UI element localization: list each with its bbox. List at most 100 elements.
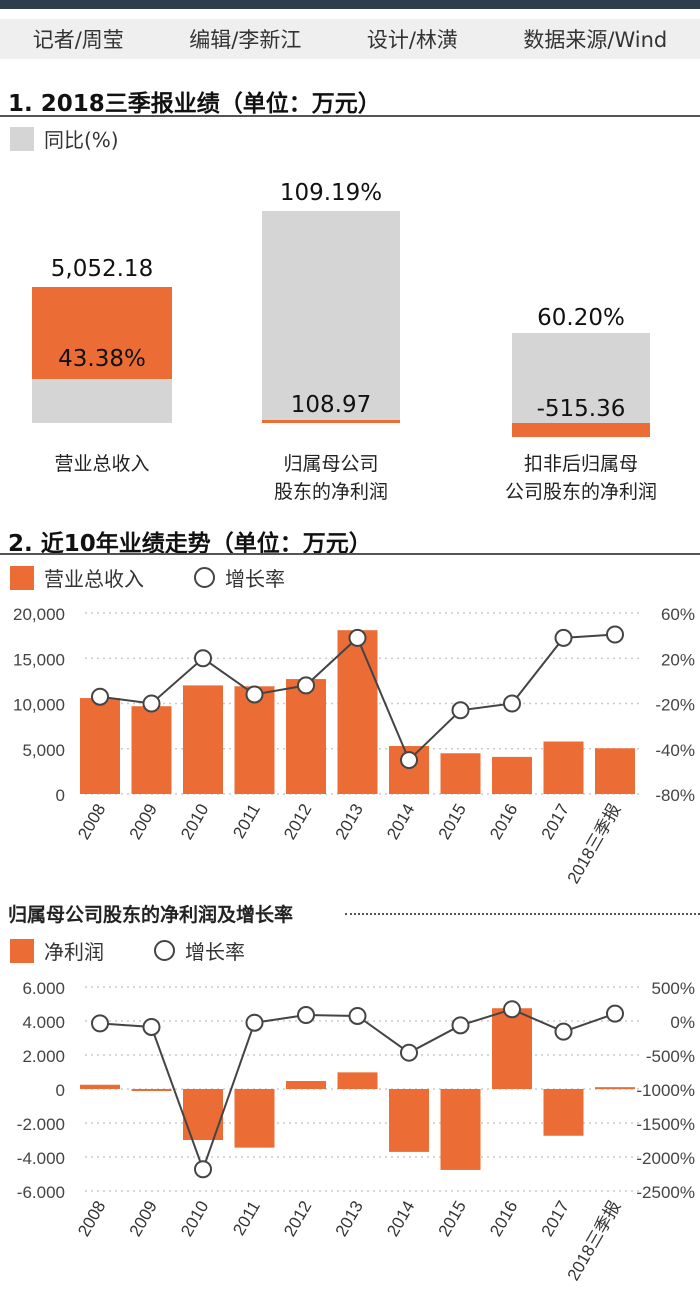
y-tick-label: 0 [56, 1081, 65, 1100]
legend-label-profit: 净利润 [44, 940, 104, 964]
x-tick-label: 2017 [538, 801, 573, 843]
y-tick-label: 10,000 [13, 696, 65, 715]
growth-point [451, 701, 470, 720]
category-deducted-line2: 公司股东的净利润 [504, 481, 657, 503]
bar [389, 1089, 429, 1152]
y2-tick-label: -1000% [636, 1081, 695, 1100]
x-tick-label: 2010 [177, 1198, 212, 1240]
growth-point [245, 1013, 264, 1032]
section1-title: 1. 2018三季报业绩（单位：万元） [8, 91, 381, 117]
legend-chart2: 营业总收入 增长率 [10, 563, 285, 592]
yoy-label-revenue: 43.38% [58, 346, 146, 372]
growth-point [297, 1006, 315, 1025]
section2-title: 2. 近10年业绩走势（单位：万元） [8, 531, 372, 557]
legend-swatch-orange [10, 938, 34, 963]
bar [286, 679, 326, 794]
yoy-bar-net-profit [262, 211, 400, 423]
section3-title: 归属母公司股东的净利润及增长率 [8, 904, 294, 926]
divider [0, 553, 700, 555]
value-label-net-profit: 108.97 [290, 392, 372, 418]
legend-circle-icon [194, 567, 215, 588]
bar [234, 1089, 275, 1148]
value-bar-revenue [32, 287, 172, 379]
y2-tick-label: -1500% [636, 1115, 695, 1134]
growth-point [194, 1160, 212, 1179]
growth-point [451, 1016, 470, 1035]
value-label-revenue: 5,052.18 [50, 256, 154, 282]
x-tick-label: 2012 [280, 1198, 315, 1240]
y-tick-label: -2.000 [17, 1115, 65, 1134]
legend-label: 同比(%) [44, 128, 119, 152]
growth-point [503, 694, 521, 713]
legend-label-growth: 增长率 [225, 567, 285, 591]
y2-tick-label: -2000% [636, 1149, 695, 1168]
bar [183, 685, 223, 794]
y2-tick-label: 500% [652, 979, 695, 998]
category-revenue: 营业总收入 [54, 453, 150, 475]
growth-point [400, 1043, 418, 1062]
growth-point [606, 1004, 624, 1023]
yoy-label-net-profit: 109.19% [279, 180, 383, 206]
y-tick-label: 5,000 [22, 741, 65, 760]
bar [543, 1089, 584, 1136]
credit-source: 数据来源/Wind [523, 28, 668, 52]
x-tick-label: 2008 [74, 801, 109, 843]
x-tick-label: 2012 [280, 801, 315, 843]
growth-point [400, 751, 418, 770]
x-tick-label: 2015 [435, 801, 470, 843]
bar [492, 756, 532, 794]
y2-tick-label: -80% [655, 786, 695, 805]
y-tick-label: 20,000 [13, 605, 65, 624]
growth-point [554, 1022, 573, 1041]
legend-chart3: 净利润 增长率 [10, 936, 245, 965]
y-tick-label: 15,000 [13, 650, 65, 669]
x-tick-label: 2009 [126, 1198, 161, 1240]
y2-tick-label: 60% [661, 605, 695, 624]
yoy-label-deducted-profit: 60.20% [537, 305, 625, 331]
bar [131, 1089, 172, 1091]
y-tick-label: 2.000 [22, 1047, 65, 1066]
bar [80, 1084, 120, 1089]
x-tick-label: 2018三季报 [564, 1198, 625, 1284]
y-tick-label: 6.000 [22, 979, 65, 998]
growth-point [91, 1014, 109, 1033]
growth-point [554, 628, 573, 647]
y2-tick-label: 0% [670, 1013, 695, 1032]
bar [286, 1081, 326, 1089]
category-net-profit-line2: 股东的净利润 [273, 481, 388, 503]
x-tick-label: 2015 [435, 1198, 470, 1240]
bar [440, 1089, 481, 1170]
value-bar-deducted-profit [512, 423, 650, 437]
y2-tick-label: -500% [646, 1047, 695, 1066]
x-tick-label: 2016 [486, 1198, 521, 1240]
bar [543, 741, 584, 794]
y-tick-label: 4.000 [22, 1013, 65, 1032]
header-bar [0, 0, 700, 9]
x-tick-label: 2018三季报 [564, 801, 625, 887]
bar [337, 1072, 378, 1089]
y2-tick-label: 20% [661, 650, 695, 669]
x-tick-label: 2014 [383, 1198, 418, 1240]
credit-reporter: 记者/周莹 [32, 28, 124, 52]
bar [492, 1008, 532, 1089]
x-tick-label: 2011 [229, 801, 264, 842]
growth-point [348, 628, 367, 647]
x-tick-label: 2011 [229, 1198, 264, 1239]
y-tick-label: -4.000 [17, 1149, 65, 1168]
bar [131, 706, 172, 794]
legend-swatch-orange [10, 565, 34, 590]
credit-designer: 设计/林潢 [366, 28, 458, 52]
growth-point [606, 625, 624, 644]
y2-tick-label: -40% [655, 741, 695, 760]
y-tick-label: -6.000 [17, 1183, 65, 1202]
category-deducted-line1: 扣非后归属母 [523, 453, 638, 475]
growth-point [142, 1017, 161, 1036]
y2-tick-label: -2500% [636, 1183, 695, 1202]
x-tick-label: 2013 [332, 801, 367, 843]
bar [234, 686, 275, 794]
growth-point [503, 1000, 521, 1019]
bar [80, 698, 120, 794]
value-bar-net-profit [262, 420, 400, 423]
category-net-profit-line1: 归属母公司 [283, 453, 379, 475]
